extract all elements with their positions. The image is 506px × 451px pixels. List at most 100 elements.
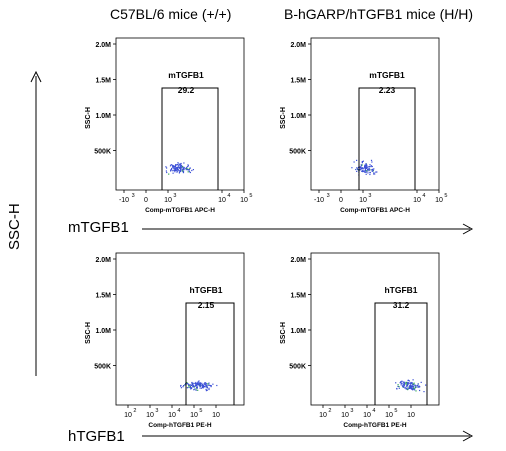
event-point — [178, 165, 180, 167]
event-point — [205, 388, 207, 390]
event-point — [194, 383, 196, 385]
event-point — [172, 166, 175, 168]
gate-percentage: 29.2 — [178, 85, 195, 95]
event-point — [372, 169, 374, 171]
event-point — [376, 171, 378, 173]
event-point — [201, 382, 203, 384]
x-tick-label: 10 — [385, 412, 393, 419]
event-point — [180, 169, 182, 171]
gate-rectangle — [185, 302, 235, 405]
x-tick-label: 10 — [240, 197, 248, 204]
event-point — [366, 170, 368, 172]
event-point — [403, 384, 405, 386]
event-point — [410, 388, 412, 390]
event-point — [206, 387, 208, 389]
row-label-htgfb1: hTGFB1 — [68, 428, 125, 445]
event-point — [415, 386, 417, 388]
event-point — [368, 168, 371, 170]
x-axis-title: Comp-mTGFB1 APC-H — [145, 207, 215, 214]
event-point — [206, 389, 208, 391]
event-point — [360, 165, 362, 167]
gate-label: hTGFB1 — [384, 285, 417, 295]
event-point — [356, 159, 358, 161]
event-point — [184, 167, 186, 170]
event-point — [189, 171, 191, 174]
event-point — [179, 170, 181, 172]
event-point — [189, 387, 192, 389]
column-title-wildtype: C57BL/6 mice (+/+) — [110, 6, 232, 22]
event-point — [173, 168, 175, 170]
x-tick-label: 10 — [168, 412, 176, 419]
event-point — [174, 171, 176, 173]
event-point — [180, 165, 182, 167]
event-point — [195, 389, 197, 391]
event-point — [371, 161, 373, 163]
event-point — [204, 382, 206, 384]
event-point — [176, 171, 178, 173]
x-tick-label: 10 — [190, 412, 198, 419]
y-tick-label: 1.5M — [95, 78, 111, 85]
event-point — [409, 382, 411, 384]
event-point — [180, 167, 182, 169]
event-point — [364, 168, 366, 170]
event-point — [179, 167, 181, 169]
event-point — [408, 382, 410, 384]
event-point — [198, 385, 200, 387]
event-point — [364, 164, 366, 166]
event-point — [165, 170, 167, 172]
event-point — [403, 381, 405, 383]
event-point — [193, 389, 195, 391]
event-point — [191, 382, 193, 384]
event-point — [359, 166, 361, 168]
event-point — [188, 384, 190, 386]
event-point — [176, 169, 178, 171]
event-point — [402, 383, 404, 385]
event-point — [412, 383, 414, 385]
event-point — [409, 385, 412, 388]
event-point — [368, 166, 370, 168]
event-point — [195, 381, 197, 384]
event-point — [192, 385, 194, 387]
event-point — [367, 170, 369, 172]
event-point — [396, 388, 398, 390]
event-point — [186, 166, 188, 168]
event-point — [398, 387, 400, 389]
event-point — [174, 169, 177, 171]
row1-arrow — [142, 223, 474, 235]
event-point — [369, 171, 371, 174]
x-tick-label: 10 — [212, 412, 220, 419]
event-point — [419, 389, 421, 392]
event-point — [196, 382, 199, 384]
gate-label: mTGFB1 — [168, 70, 204, 80]
event-point — [198, 383, 200, 385]
event-point — [416, 385, 418, 387]
event-point — [406, 384, 408, 386]
event-point — [200, 382, 202, 384]
event-point — [191, 384, 193, 387]
event-point — [364, 169, 367, 171]
event-point — [176, 164, 178, 166]
event-point — [190, 388, 192, 390]
event-point — [189, 385, 191, 387]
event-point — [369, 173, 371, 176]
y-axis-big-label: SSC-H — [6, 203, 23, 250]
y-tick-label: 1.0M — [290, 328, 306, 335]
event-point — [356, 167, 358, 169]
event-point — [183, 162, 185, 164]
event-point — [362, 160, 364, 162]
event-point — [194, 385, 197, 387]
event-point — [360, 164, 362, 166]
event-point — [204, 386, 206, 388]
event-point — [188, 386, 190, 388]
event-point — [202, 387, 204, 389]
gate-rectangle — [358, 87, 416, 190]
event-point — [361, 167, 363, 169]
event-point — [171, 164, 173, 166]
event-point — [365, 163, 367, 166]
event-point — [198, 382, 201, 384]
event-point — [188, 385, 190, 387]
event-point — [415, 390, 417, 392]
event-point — [203, 383, 205, 385]
event-point — [189, 386, 191, 388]
event-point — [372, 168, 374, 170]
